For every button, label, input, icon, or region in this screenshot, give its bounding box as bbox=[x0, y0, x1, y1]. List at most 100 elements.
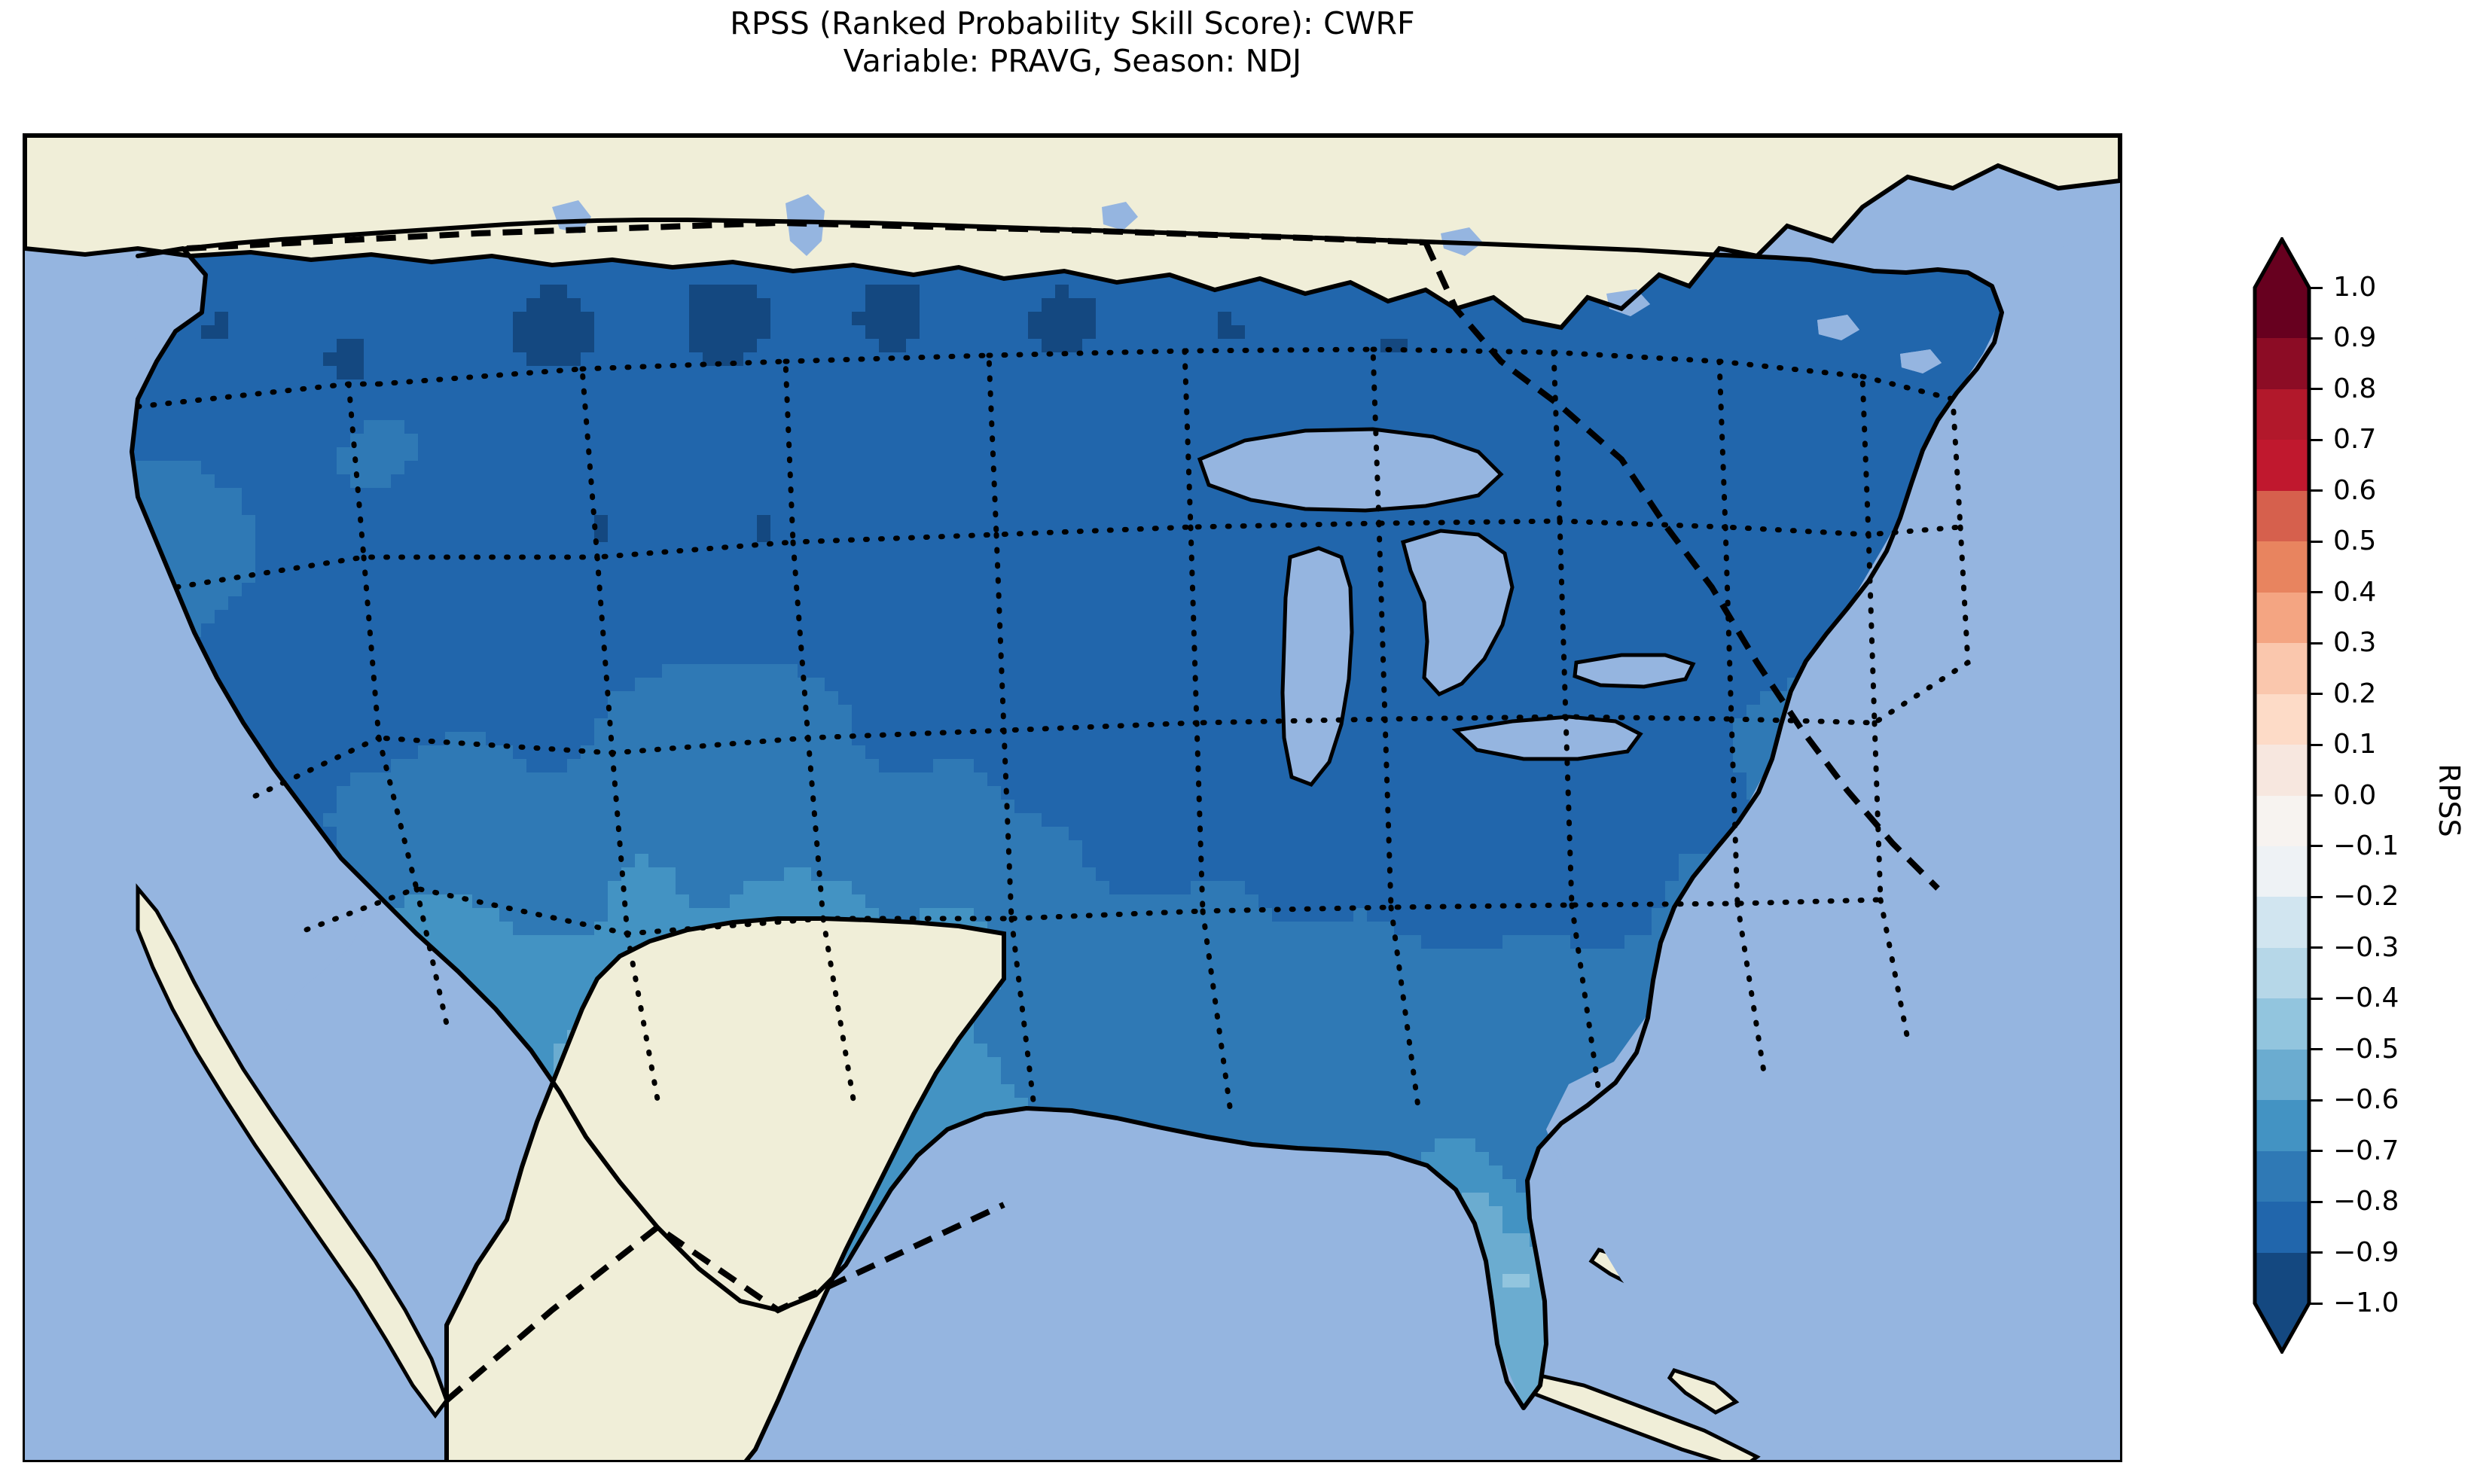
colorbar-tick-mark bbox=[2309, 1150, 2323, 1153]
colorbar-tick-mark bbox=[2309, 591, 2323, 594]
colorbar-tick-mark bbox=[2309, 946, 2323, 949]
lake-polygon-top bbox=[1283, 548, 1352, 785]
colorbar-tick-label: −0.8 bbox=[2333, 1186, 2399, 1217]
state-boundary bbox=[1008, 720, 1206, 922]
colorbar-tick-label: −0.3 bbox=[2333, 931, 2399, 963]
lake-polygon-top bbox=[1817, 315, 1859, 340]
colorbar-tick-label: 1.0 bbox=[2333, 272, 2377, 303]
colorbar-segment bbox=[2255, 592, 2309, 644]
title-line-2: Variable: PRAVG, Season: NDJ bbox=[843, 43, 1302, 79]
state-boundary bbox=[293, 735, 420, 937]
state-boundary bbox=[361, 366, 600, 560]
national-border bbox=[1423, 241, 1940, 891]
colorbar-segment bbox=[2255, 643, 2309, 695]
lake-outline bbox=[1280, 546, 1354, 787]
colorbar-segment bbox=[2255, 795, 2309, 847]
lake-outline bbox=[1400, 529, 1515, 697]
figure-title: RPSS (Ranked Probability Skill Score): C… bbox=[23, 5, 2122, 80]
colorbar-tick-label: 0.6 bbox=[2333, 474, 2377, 506]
state-boundary bbox=[172, 381, 367, 590]
colorbar-tick-label: 0.7 bbox=[2333, 424, 2377, 456]
colorbar-tick-label: 0.9 bbox=[2333, 322, 2377, 354]
colorbar-tick-label: −0.9 bbox=[2333, 1236, 2399, 1268]
colorbar-tick-mark bbox=[2309, 1048, 2323, 1051]
state-boundary bbox=[1370, 346, 1563, 526]
colorbar-tick-label: 0.0 bbox=[2333, 779, 2377, 811]
state-boundary bbox=[1859, 373, 1963, 538]
baja-peninsula-top bbox=[136, 883, 449, 1419]
colorbar-segment bbox=[2255, 745, 2309, 797]
state-boundary bbox=[1728, 532, 1878, 726]
colorbar-tick-mark bbox=[2309, 286, 2323, 289]
colorbar-segment bbox=[2255, 897, 2309, 949]
colorbar-tick-label: −0.2 bbox=[2333, 881, 2399, 913]
colorbar-tick-mark bbox=[2309, 1200, 2323, 1203]
title-line-1: RPSS (Ranked Probability Skill Score): C… bbox=[730, 5, 1415, 41]
colorbar-segment bbox=[2255, 1049, 2309, 1101]
colorbar-tick-label: −1.0 bbox=[2333, 1287, 2399, 1318]
colorbar-segment bbox=[2255, 1202, 2309, 1254]
lake-polygon-top bbox=[552, 200, 591, 233]
colorbar: 1.0 0.9 0.8 0.7 0.6 0.5 0.4 0.3 0.2 0.1 0.0 −0.1 −0.… bbox=[2253, 237, 2474, 1361]
state-boundary bbox=[1200, 716, 1394, 914]
lake-polygon-top bbox=[1456, 717, 1640, 759]
colorbar-tick-label: 0.1 bbox=[2333, 729, 2377, 760]
lake-polygon-top bbox=[1900, 349, 1942, 373]
ocean-region bbox=[1546, 226, 2120, 1460]
colorbar-tick-mark bbox=[2309, 794, 2323, 797]
colorbar-tick-mark bbox=[2309, 641, 2323, 644]
colorbar-tick-label: 0.4 bbox=[2333, 576, 2377, 608]
ocean-region bbox=[25, 136, 379, 1460]
colorbar-tick-mark bbox=[2309, 489, 2323, 492]
colorbar-segment bbox=[2255, 288, 2309, 340]
state-boundary bbox=[1569, 902, 1602, 1095]
colorbar-tick-label: −0.4 bbox=[2333, 983, 2399, 1014]
state-boundary bbox=[1388, 714, 1575, 910]
colorbar-tick-label: 0.2 bbox=[2333, 678, 2377, 709]
state-boundary bbox=[1200, 908, 1233, 1110]
colorbar-tick-mark bbox=[2309, 1251, 2323, 1254]
colorbar-segment bbox=[2255, 338, 2309, 390]
colorbar-axis-label: RPSS bbox=[2433, 763, 2466, 837]
colorbar-segment bbox=[2255, 440, 2309, 492]
colorbar-tick-label: −0.7 bbox=[2333, 1135, 2399, 1166]
lake-polygon-top bbox=[1200, 429, 1501, 510]
lake-polygon-top bbox=[1102, 202, 1138, 230]
colorbar-segment bbox=[2255, 490, 2309, 542]
colorbar-segment bbox=[2255, 693, 2309, 745]
state-boundary bbox=[1182, 346, 1382, 530]
state-boundary bbox=[1872, 524, 1971, 726]
lake-outline bbox=[1197, 427, 1504, 513]
colorbar-tick-label: −0.5 bbox=[2333, 1033, 2399, 1065]
colorbar-segment bbox=[2255, 998, 2309, 1050]
state-boundary bbox=[579, 358, 796, 560]
colorbar-tick-label: 0.5 bbox=[2333, 526, 2377, 557]
colorbar-tick-mark bbox=[2309, 1099, 2323, 1102]
colorbar-tick-mark bbox=[2309, 540, 2323, 543]
colorbar-segment bbox=[2255, 389, 2309, 440]
state-boundary bbox=[1734, 720, 1884, 907]
colorbar-segment bbox=[2255, 1100, 2309, 1152]
colorbar-ticks: 1.0 0.9 0.8 0.7 0.6 0.5 0.4 0.3 0.2 0.1 0.0 −0.1 −0.… bbox=[2309, 239, 2474, 1361]
colorbar-tick-label: 0.3 bbox=[2333, 627, 2377, 659]
colorbar-tick-mark bbox=[2309, 997, 2323, 1000]
colorbar-tick-mark bbox=[2309, 845, 2323, 848]
state-boundary bbox=[1878, 897, 1911, 1042]
state-boundary bbox=[986, 348, 1194, 538]
colorbar-segment bbox=[2255, 1252, 2309, 1304]
ocean-region bbox=[778, 1111, 1524, 1460]
colorbar-tick-label: 0.8 bbox=[2333, 373, 2377, 404]
colorbar-tick-mark bbox=[2309, 388, 2323, 391]
map-canvas bbox=[25, 136, 2120, 1460]
state-boundary bbox=[1008, 916, 1037, 1110]
canada-coastline bbox=[25, 136, 2120, 331]
colorbar-tick-mark bbox=[2309, 693, 2323, 696]
colorbar-tick-mark bbox=[2309, 895, 2323, 898]
state-boundary bbox=[820, 916, 856, 1102]
colorbar-tick-mark bbox=[2309, 743, 2323, 746]
state-boundary bbox=[624, 931, 660, 1102]
colorbar-segment bbox=[2255, 846, 2309, 897]
national-border bbox=[186, 219, 1426, 251]
mexico-coastline bbox=[444, 916, 1006, 1460]
colorbar-tick-mark bbox=[2309, 1302, 2323, 1305]
